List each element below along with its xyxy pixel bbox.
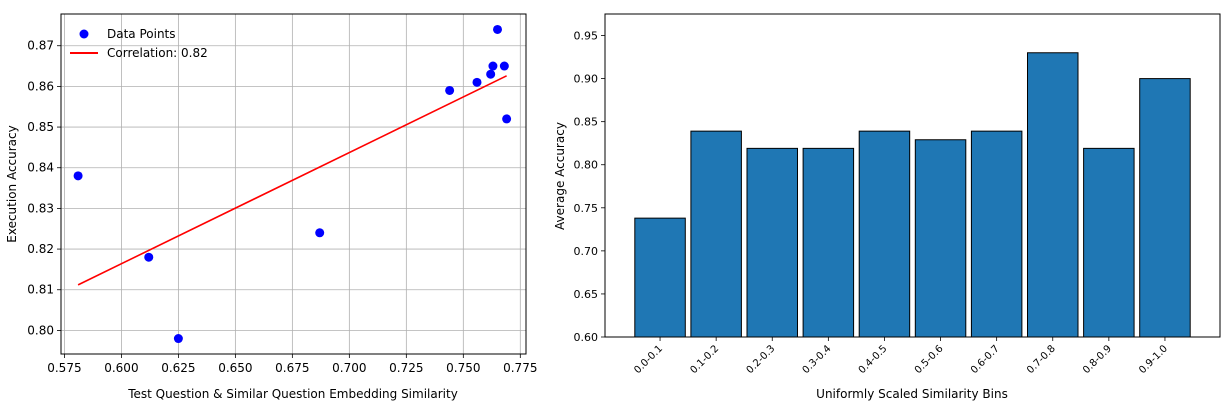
scatter-y-tick-label: 0.86 <box>27 79 54 93</box>
scatter-chart: 0.575 0.600 0.625 0.650 0.675 0.700 0.725 0.750… <box>5 13 537 401</box>
scatter-x-tick-label: 0.775 <box>503 361 537 375</box>
bar-0.9-1.0 <box>1139 78 1191 338</box>
bar-y-tick-label: 0.85 <box>574 116 599 129</box>
bar-y-tick-label: 0.60 <box>574 331 599 344</box>
bar-series <box>634 52 1191 338</box>
scatter-point <box>315 228 325 238</box>
bar-y-tick-label: 0.90 <box>574 73 599 86</box>
bar-0.4-0.5 <box>858 130 911 338</box>
bar-0.5-0.6 <box>914 139 967 338</box>
bar-y-ticks: 0.60 0.65 0.70 0.75 0.80 0.85 0.90 0.95 <box>574 30 605 344</box>
scatter-y-tick-label: 0.82 <box>27 242 54 256</box>
bar-x-tick-label: 0.4-0.5 <box>857 343 890 376</box>
bar-0.3-0.4 <box>802 147 855 338</box>
bar-0.6-0.7 <box>970 130 1023 338</box>
bar-x-tick-label: 0.1-0.2 <box>688 343 721 376</box>
bar-x-tick-label: 0.9-1.0 <box>1137 343 1170 376</box>
legend-label-correlation: Correlation: 0.82 <box>107 46 208 60</box>
scatter-x-tick-label: 0.725 <box>389 361 423 375</box>
scatter-point <box>144 252 154 262</box>
scatter-x-tick-label: 0.650 <box>218 361 252 375</box>
scatter-point <box>486 69 496 79</box>
bar-y-axis-label: Average Accuracy <box>553 122 567 230</box>
bar-x-tick-label: 0.8-0.9 <box>1081 343 1114 376</box>
bar-y-tick-label: 0.80 <box>574 159 599 172</box>
bar-chart: 0.0-0.1 0.1-0.2 0.2-0.3 0.3-0.4 0.4-0.5 0.5-0… <box>553 13 1221 401</box>
bar-0.8-0.9 <box>1083 147 1135 338</box>
bar-y-tick-label: 0.70 <box>574 245 599 258</box>
bar-y-tick-label: 0.95 <box>574 30 599 43</box>
bar-x-tick-label: 0.2-0.3 <box>745 343 778 376</box>
bar-x-ticks: 0.0-0.1 0.1-0.2 0.2-0.3 0.3-0.4 0.4-0.5 0.5-0… <box>632 337 1170 376</box>
bar-0.2-0.3 <box>746 147 798 338</box>
scatter-gridlines <box>61 14 526 354</box>
bar-y-tick-label: 0.65 <box>574 288 599 301</box>
scatter-trend-line <box>77 75 507 286</box>
bar-x-tick-label: 0.0-0.1 <box>632 343 665 376</box>
scatter-x-tick-label: 0.625 <box>161 361 195 375</box>
bar-0.7-0.8 <box>1027 52 1079 338</box>
scatter-x-tick-label: 0.750 <box>446 361 480 375</box>
scatter-point <box>173 334 183 344</box>
scatter-y-tick-label: 0.80 <box>27 323 54 337</box>
scatter-x-tick-label: 0.675 <box>275 361 309 375</box>
scatter-y-tick-label: 0.83 <box>27 201 54 215</box>
bar-y-tick-label: 0.75 <box>574 202 599 215</box>
correlation-line <box>77 75 507 286</box>
legend-marker-data-points <box>79 29 89 39</box>
scatter-points <box>73 24 512 344</box>
scatter-y-tick-label: 0.81 <box>27 283 54 297</box>
scatter-point <box>73 171 83 181</box>
bar-x-tick-label: 0.7-0.8 <box>1025 343 1058 376</box>
bar-x-tick-label: 0.5-0.6 <box>913 343 946 376</box>
scatter-y-tick-label: 0.84 <box>27 161 54 175</box>
bar-x-axis-label: Uniformly Scaled Similarity Bins <box>816 387 1008 401</box>
bar-0.1-0.2 <box>690 130 742 338</box>
scatter-point <box>499 61 509 71</box>
scatter-point <box>445 85 455 95</box>
scatter-x-axis-label: Test Question & Similar Question Embeddi… <box>127 387 458 401</box>
scatter-x-tick-label: 0.600 <box>104 361 138 375</box>
scatter-y-tick-label: 0.85 <box>27 120 54 134</box>
scatter-y-ticks: 0.80 0.81 0.82 0.83 0.84 0.85 0.86 0.87 <box>27 39 61 337</box>
scatter-x-tick-label: 0.700 <box>332 361 366 375</box>
legend-label-data-points: Data Points <box>107 27 176 41</box>
scatter-point <box>488 61 498 71</box>
scatter-y-tick-label: 0.87 <box>27 39 54 53</box>
scatter-point <box>502 114 512 124</box>
bar-0.0-0.1 <box>634 217 686 338</box>
scatter-y-axis-label: Execution Accuracy <box>5 125 19 243</box>
bar-x-tick-label: 0.3-0.4 <box>801 343 834 376</box>
scatter-point <box>493 24 503 34</box>
scatter-plot-frame <box>60 13 527 355</box>
bar-x-tick-label: 0.6-0.7 <box>969 343 1002 376</box>
bar-plot-frame <box>604 13 1221 338</box>
scatter-point <box>472 77 482 87</box>
scatter-x-tick-label: 0.575 <box>47 361 81 375</box>
scatter-x-ticks: 0.575 0.600 0.625 0.650 0.675 0.700 0.725 0.750… <box>47 354 537 375</box>
scatter-legend: Data Points Correlation: 0.82 <box>70 27 208 60</box>
